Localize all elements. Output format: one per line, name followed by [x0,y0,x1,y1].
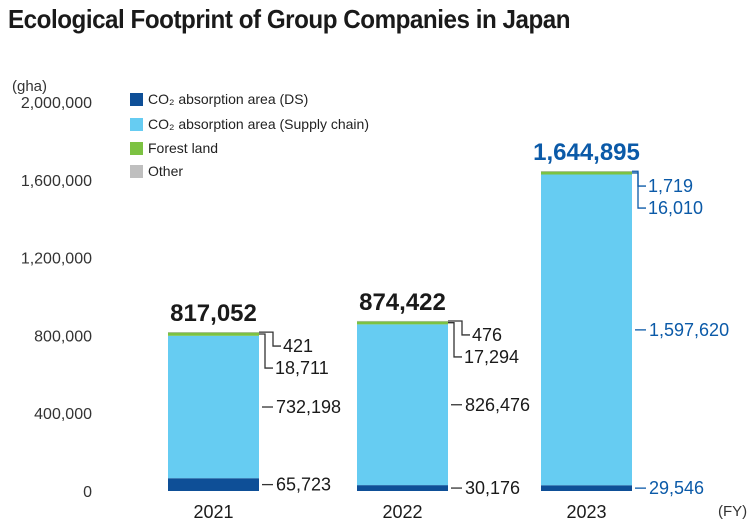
bar-segment [541,171,632,175]
bar-segment [357,485,448,491]
bar-segment [541,485,632,491]
segment-value-label: 826,476 [465,395,530,415]
y-tick-label: 1,200,000 [21,251,92,268]
legend-label: CO₂ absorption area (Supply chain) [148,116,369,132]
bar-segment [168,335,259,479]
segment-value-label: 29,546 [649,478,704,498]
x-axis: 2021 2022 2023 (FY) [193,502,747,522]
y-tick-label: 0 [83,484,92,501]
x-axis-unit-label: (FY) [718,503,747,520]
y-tick-label: 1,600,000 [21,173,92,190]
leader-line [259,331,281,347]
legend-swatch [130,142,143,155]
segment-value-label: 732,198 [276,397,341,417]
leader-line [632,172,646,209]
legend-label: Other [148,163,183,179]
bar-segment [357,320,448,322]
segment-value-label: 65,723 [276,475,331,495]
y-axis: (gha) 0 400,000 800,000 1,200,000 1,600,000 2,… [12,78,92,501]
bar-segment [168,478,259,491]
total-label: 817,052 [170,300,257,327]
bar-segment [541,174,632,486]
segment-value-label: 476 [472,325,502,345]
y-tick-label: 800,000 [34,328,92,345]
legend-swatch [130,118,143,131]
segment-value-label: 30,176 [465,478,520,498]
leader-line [259,333,273,369]
bar-segment [357,324,448,486]
legend-label: CO₂ absorption area (DS) [148,91,308,107]
total-label: 1,644,895 [533,139,640,166]
segment-value-label: 1,597,620 [649,320,729,340]
legend-swatch [130,165,143,178]
bar-segment [541,171,632,172]
segment-value-label: 1,719 [648,176,693,196]
legend: CO₂ absorption area (DS) CO₂ absorption a… [130,91,369,179]
x-category-label: 2022 [382,502,422,522]
bar-segment [168,332,259,336]
bars [168,171,632,491]
leader-line [448,322,462,358]
bar-segment [357,321,448,325]
x-category-label: 2021 [193,502,233,522]
segment-value-label: 18,711 [275,358,329,378]
segment-value-label: 16,010 [648,198,703,218]
x-category-label: 2023 [566,502,606,522]
legend-label: Forest land [148,140,218,156]
y-tick-label: 2,000,000 [21,95,92,112]
segment-value-label: 421 [283,336,313,356]
segment-value-label: 17,294 [464,347,519,367]
total-label: 874,422 [359,289,446,316]
legend-swatch [130,93,143,106]
y-tick-label: 400,000 [34,406,92,423]
y-axis-unit-label: (gha) [12,78,47,95]
chart-title: Ecological Footprint of Group Companies … [8,4,571,34]
leader-line [448,320,470,336]
bar-segment [168,332,259,333]
